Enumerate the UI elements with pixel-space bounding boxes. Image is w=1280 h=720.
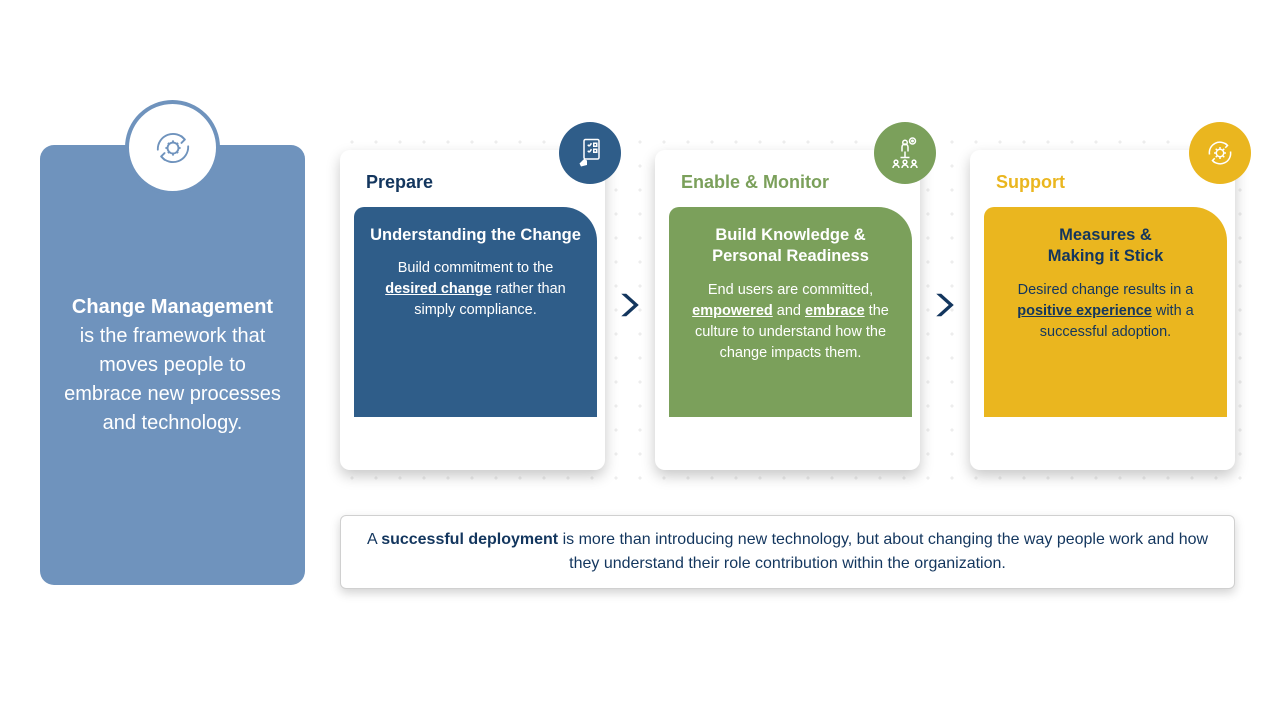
- intro-card: Change Management is the framework that …: [40, 145, 305, 585]
- chevron-right-icon: [615, 290, 645, 320]
- stage-heading: Build Knowledge & Personal Readiness: [685, 225, 896, 268]
- gear-cycle-icon: [1189, 122, 1251, 184]
- stage-heading: Measures &Making it Stick: [1000, 225, 1211, 268]
- stage-body: Understanding the Change Build commitment…: [354, 207, 597, 417]
- stage-description: End users are committed, empowered and e…: [685, 280, 896, 364]
- chevron-right-icon: [930, 290, 960, 320]
- stage-body: Measures &Making it Stick Desired change …: [984, 207, 1227, 417]
- footer-pre: A: [367, 531, 381, 548]
- checklist-icon: [559, 122, 621, 184]
- intro-text: Change Management is the framework that …: [64, 293, 281, 438]
- stage-card-2: Enable & MonitorBuild Knowledge & Person…: [655, 150, 920, 470]
- stage-card-3: SupportMeasures &Making it StickDesired …: [970, 150, 1235, 470]
- stage-description: Desired change results in a positive exp…: [1000, 280, 1211, 343]
- footer-post: is more than introducing new technology,…: [558, 531, 1208, 572]
- change-cycle-icon: [125, 100, 220, 195]
- footer-note: A successful deployment is more than int…: [340, 515, 1235, 589]
- stage-card-1: PrepareUnderstanding the ChangeBuild com…: [340, 150, 605, 470]
- intro-bold: Change Management: [72, 296, 273, 318]
- stage-body: Build Knowledge & Personal Readiness End …: [669, 207, 912, 417]
- stage-description: Build commitment to the desired change r…: [370, 258, 581, 321]
- intro-rest: is the framework that moves people to em…: [64, 325, 281, 434]
- stage-heading: Understanding the Change: [370, 225, 581, 246]
- footer-bold: successful deployment: [381, 531, 558, 548]
- presenter-icon: [874, 122, 936, 184]
